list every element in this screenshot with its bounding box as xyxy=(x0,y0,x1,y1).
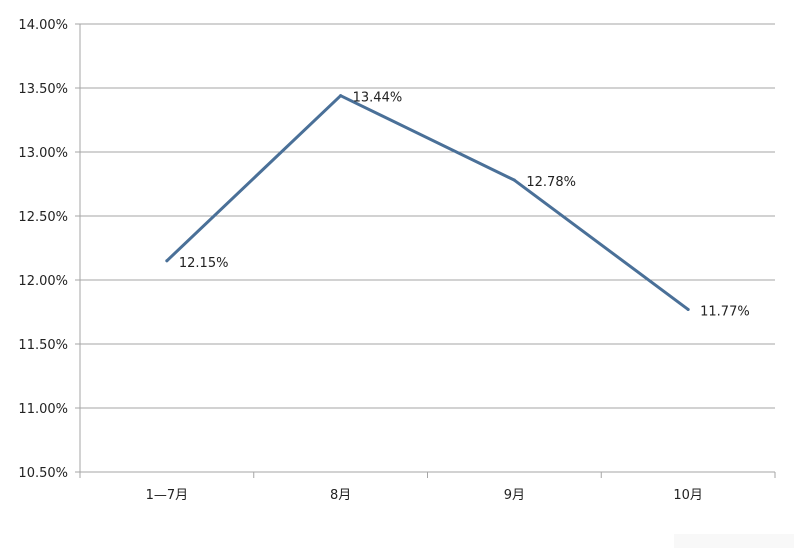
data-label: 13.44% xyxy=(353,91,403,106)
data-label: 12.15% xyxy=(179,256,229,271)
data-point xyxy=(512,178,516,182)
y-tick-label: 14.00% xyxy=(18,18,68,33)
watermark xyxy=(674,534,794,548)
y-axis-tick-labels: 10.50% 11.00% 11.50% 12.00% 12.50% 13.00% 13.5… xyxy=(18,18,68,481)
x-tick-label: 1—7月 xyxy=(146,488,189,503)
axes xyxy=(75,23,776,478)
x-tick-label: 8月 xyxy=(330,488,351,503)
y-tick-label: 10.50% xyxy=(18,466,68,481)
data-label: 12.78% xyxy=(526,175,576,190)
y-tick-label: 12.50% xyxy=(18,210,68,225)
data-label: 11.77% xyxy=(700,304,750,319)
x-tick-label: 10月 xyxy=(673,488,703,503)
data-point xyxy=(686,307,690,311)
data-point xyxy=(165,259,169,263)
data-labels: 12.15% 13.44% 12.78% 11.77% xyxy=(179,91,750,320)
y-tick-label: 13.00% xyxy=(18,146,68,161)
y-tick-label: 11.50% xyxy=(18,338,68,353)
y-tick-label: 12.00% xyxy=(18,274,68,289)
x-tick-label: 9月 xyxy=(504,488,525,503)
y-tick-label: 13.50% xyxy=(18,82,68,97)
gridlines xyxy=(80,23,775,473)
series-line-path xyxy=(165,94,690,311)
y-tick-label: 11.00% xyxy=(18,402,68,417)
x-axis-tick-labels: 1—7月 8月 9月 10月 xyxy=(146,488,703,503)
data-point xyxy=(339,94,343,98)
series-line xyxy=(165,94,690,311)
